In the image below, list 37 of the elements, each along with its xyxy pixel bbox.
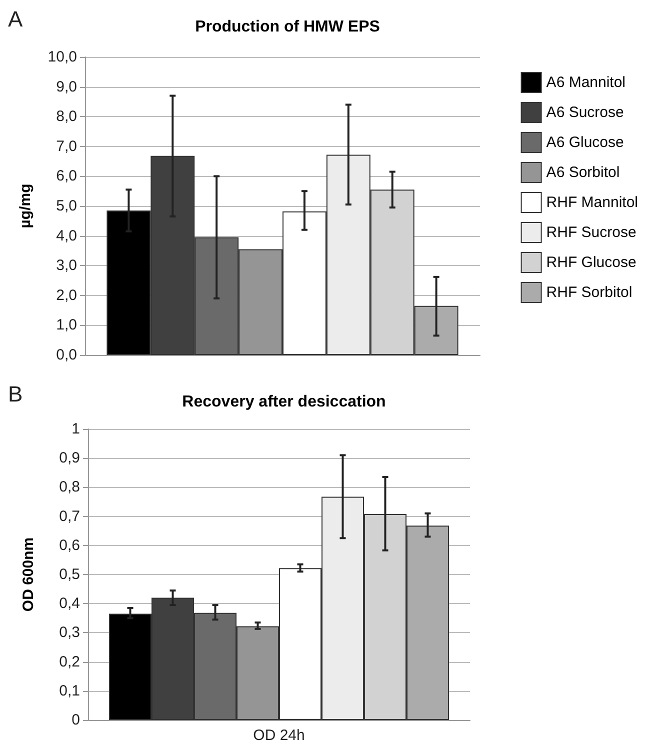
y-tick-label: 0,2: [59, 653, 80, 670]
legend-label: RHF Mannitol: [546, 194, 638, 211]
legend-label: RHF Glucose: [546, 254, 636, 271]
legend-label: RHF Sucrose: [546, 224, 636, 241]
y-tick-label: 0,3: [59, 624, 80, 642]
y-tick-label: 5,0: [56, 198, 77, 214]
y-tick-label: 0,7: [59, 508, 80, 525]
y-tick-label: 0,5: [59, 566, 80, 583]
x-tick-label: OD 24h: [253, 727, 305, 744]
y-tick-label: 0: [72, 712, 80, 728]
y-tick-label: 0,4: [59, 595, 80, 612]
legend-label: RHF Sorbitol: [546, 284, 632, 301]
y-tick-label: 6,0: [56, 168, 77, 185]
y-axis-title: OD 600nm: [20, 537, 37, 612]
text: A: [8, 6, 23, 32]
y-tick-label: 7,0: [56, 138, 77, 155]
y-tick-label: 2,0: [56, 286, 77, 304]
chart-title: Production of HMW EPS: [195, 18, 380, 36]
y-tick-label: 0,0: [56, 346, 77, 364]
y-tick-label: 0,1: [59, 682, 80, 700]
text: B: [8, 382, 23, 406]
y-axis-title: µg/mg: [17, 184, 34, 228]
y-tick-label: 3,0: [56, 257, 77, 274]
legend-label: A6 Sucrose: [546, 104, 624, 121]
y-tick-label: 1: [72, 420, 80, 438]
legend-label: A6 Glucose: [546, 134, 624, 151]
y-tick-label: 4,0: [56, 227, 77, 244]
y-tick-label: 9,0: [56, 78, 77, 96]
y-tick-label: 0,9: [59, 450, 80, 467]
y-tick-label: 1,0: [56, 316, 77, 334]
legend-label: A6 Mannitol: [546, 74, 626, 91]
chart-title: Recovery after desiccation: [182, 394, 386, 410]
y-tick-label: 0,6: [59, 536, 80, 554]
y-tick-label: 8,0: [56, 108, 77, 126]
y-tick-label: 0,8: [59, 478, 80, 496]
y-tick-label: 10,0: [48, 48, 77, 66]
legend-label: A6 Sorbitol: [546, 164, 620, 181]
